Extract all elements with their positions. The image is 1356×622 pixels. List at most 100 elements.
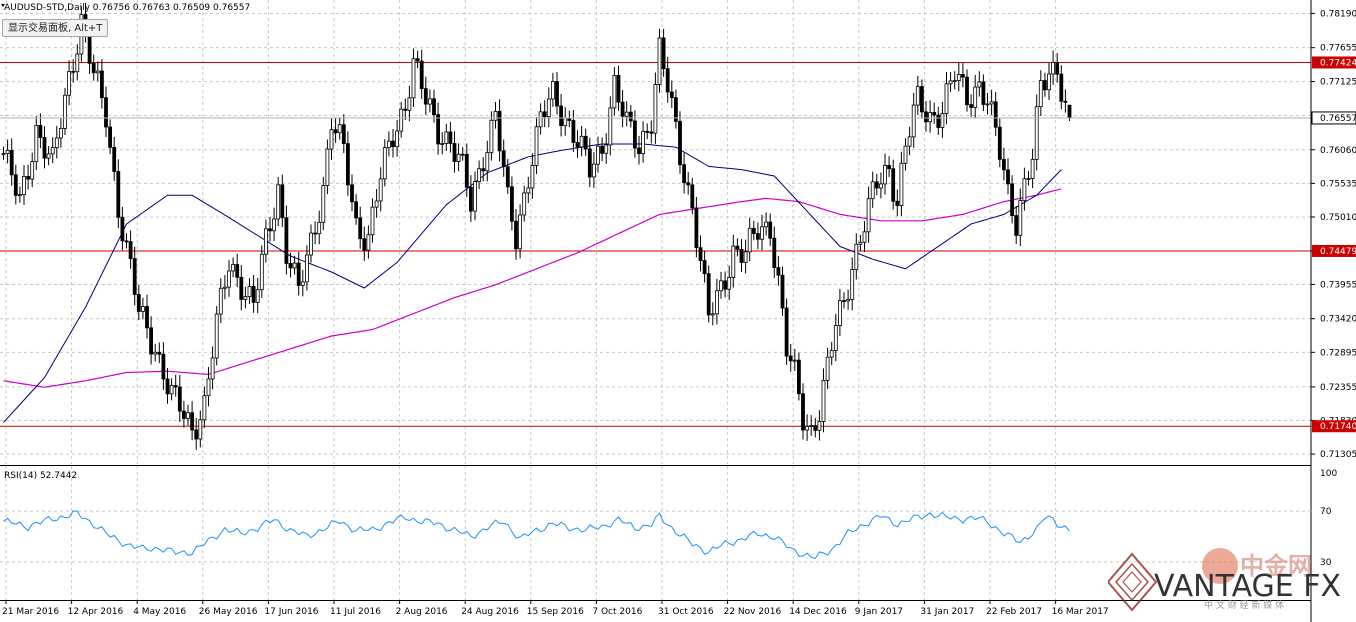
candle-body [633,120,637,149]
candle-body [825,356,830,381]
level-price-box [1312,244,1356,257]
candle-body [464,153,469,188]
candle-body [227,270,231,288]
current-price-label: 0.76557 [1320,114,1356,124]
candle-body [944,83,949,114]
price-tick-label: 0.72895 [1320,348,1356,358]
candle-body [616,75,621,103]
candle-body [973,86,978,108]
candle-body [665,68,670,93]
horizontal-levels[interactable] [0,61,1311,427]
candle-body [432,98,436,115]
candle-body [1059,73,1064,102]
candle-body [497,110,502,152]
trade-panel-button[interactable]: 显示交易面板, Alt+T [2,19,109,37]
candle-body [887,164,891,170]
candle-body [337,124,342,134]
candle-body [26,176,31,180]
date-tick-label: 17 Jun 2016 [264,607,318,617]
main-plot-area [0,0,1311,464]
candle-body [153,351,158,355]
candle-body [42,137,47,159]
candle-body [1038,80,1043,108]
candle-body [600,145,604,154]
candle-body [407,97,412,111]
candle-body [444,131,449,144]
rsi-line [3,510,1070,560]
price-tick-label: 0.75535 [1320,179,1356,189]
candle-body [932,112,937,116]
candle-body [715,290,719,315]
candle-body [1030,159,1035,179]
candle-body [965,76,969,106]
candle-body [661,37,666,70]
candle-body [985,103,990,106]
candle-body [157,351,162,355]
candle-body [518,214,522,250]
date-tick-label: 2 Aug 2016 [396,607,448,617]
candle-body [456,153,461,162]
price-tick-label: 0.73955 [1320,280,1356,290]
symbol-dropdown-icon[interactable] [1,4,5,7]
candle-body [136,294,141,312]
date-tick-label: 26 May 2016 [199,607,258,617]
candle-body [1022,178,1027,201]
vantage-brand-text: VANTAGE FX [1154,569,1341,604]
candle-body [952,80,957,82]
price-tick-label: 0.78190 [1320,9,1356,19]
date-tick-label: 21 Mar 2016 [2,607,59,617]
candle-body [727,277,732,290]
candle-body [649,131,654,134]
candle-body [1051,62,1055,75]
level-price-label: 0.74479 [1320,247,1356,257]
candle-body [879,183,883,189]
candle-body [112,146,117,172]
candle-body [9,150,14,176]
candle-body [862,231,867,243]
candle-body [997,126,1002,160]
candle-body [108,126,112,148]
candle-body [571,120,576,143]
candle-body [993,101,998,128]
candle-body [95,70,100,74]
candle-body [333,129,338,134]
rsi-axis-label: 100 [1320,469,1337,479]
candle-body [173,385,178,388]
level-price-box [1312,420,1356,433]
candle-body [706,273,711,316]
date-tick-label: 14 Dec 2016 [789,607,847,617]
candle-body [165,378,170,395]
candle-body [805,426,809,431]
candle-body [460,153,465,156]
candle-body [124,240,129,243]
candle-body [263,228,268,255]
candle-body [903,145,908,164]
candle-body [751,227,756,235]
date-tick-label: 7 Oct 2016 [592,607,642,617]
candle-body [415,58,420,62]
candle-body [181,410,186,419]
date-tick-label: 12 Apr 2016 [68,607,124,617]
candle-body [604,144,609,154]
candle-body [858,241,863,245]
candle-body [653,84,658,134]
main-price-panel: AUDUSD-STD,Daily 0.76756 0.76763 0.76509… [0,0,1311,464]
candle-body [255,289,260,303]
candle-body [522,192,527,216]
candle-body [67,70,71,96]
candle-body [989,101,994,105]
candle-body [210,357,215,380]
candle-body [567,117,572,121]
candle-body [559,105,563,127]
candle-body [710,313,715,316]
candle-body [296,262,301,286]
candle-body [149,327,154,355]
candle-body [538,111,543,128]
candle-body [259,253,264,291]
candle-body [186,412,190,419]
candle-body [956,74,961,81]
cn-brand-text: 中金网 [1240,552,1312,580]
candle-body [329,129,334,150]
candle-body [17,194,22,197]
candle-body [702,260,707,275]
